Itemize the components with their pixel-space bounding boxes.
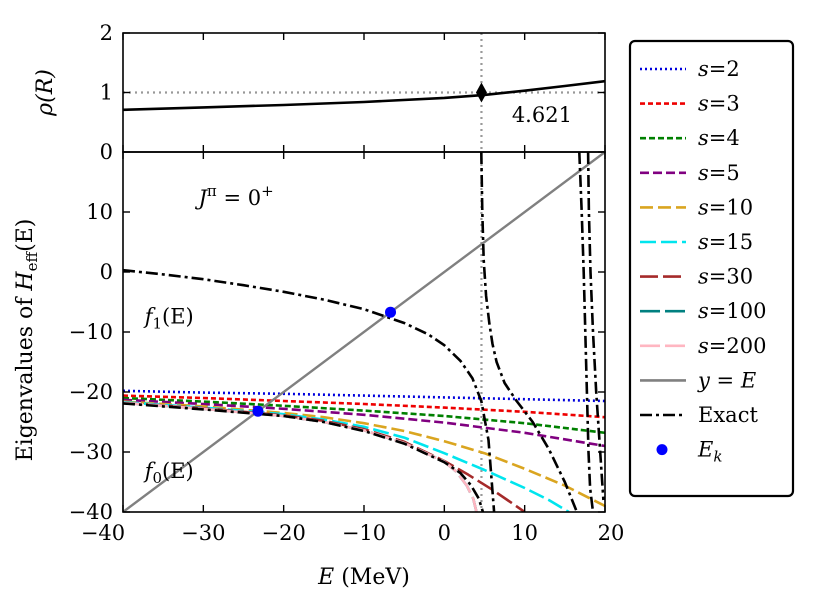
legend-label-y-e: y = E (697, 368, 756, 392)
main-y-tick-label: −40 (69, 500, 113, 524)
main-x-tick-label: 0 (438, 521, 451, 545)
series-line-s-5 (123, 398, 605, 448)
series-line-exact-b4 (578, 152, 595, 512)
legend-marker-e-k (656, 444, 668, 456)
legend-label-s-30: s=30 (698, 265, 753, 289)
legend-label-s-15: s=15 (698, 230, 753, 254)
top-y-tick-label: 0 (100, 140, 113, 164)
main-y-axis-label: Eigenvalues of Heff(E) (13, 219, 41, 462)
series-line-s-2 (123, 389, 605, 403)
legend-label-s-4: s=4 (698, 126, 740, 150)
top-annotation-value: 4.621 (512, 103, 572, 127)
main-x-tick-label: −10 (342, 521, 386, 545)
main-y-tick-label: 0 (100, 260, 113, 284)
top-panel: 0 1 2 4.621 ρ(R) (33, 21, 606, 164)
series-line-exact-b2 (123, 268, 496, 512)
series-line-s-10 (123, 400, 605, 508)
top-y-axis-label: ρ(R) (33, 69, 58, 117)
legend-label-s-2: s=2 (698, 57, 740, 81)
main-x-tick-label: 20 (598, 521, 625, 545)
legend-label-e-k: Ek (697, 438, 722, 466)
series-line-y-e (123, 152, 605, 512)
top-plot-area (123, 33, 605, 152)
main-x-tick-label: −30 (181, 521, 225, 545)
legend-label-s-10: s=10 (698, 195, 753, 219)
main-x-tick-label: −40 (81, 521, 125, 545)
intersection-diamond-marker (475, 82, 487, 103)
main-y-tick-label: −20 (69, 380, 113, 404)
series-line-exact (123, 402, 485, 512)
jpi-annotation: Jπ = 0+ (195, 182, 274, 210)
main-y-tick-label: −10 (69, 320, 113, 344)
legend: s=2 s=3 s=4 s=5 s=10 s=15 s=30 s=100 s=200 y = E E… (628, 39, 795, 498)
top-y-tick-label: 1 (100, 81, 113, 105)
series-line-s-3 (123, 394, 605, 419)
main-x-axis-label: E (MeV) (317, 565, 410, 590)
rho-curve (123, 79, 605, 112)
legend-label-s-5: s=5 (698, 161, 740, 185)
legend-label-s-200: s=200 (698, 334, 766, 358)
series-line-exact-b5 (586, 152, 605, 501)
main-y-tick-label: 10 (86, 200, 113, 224)
top-y-tick-label: 2 (100, 21, 113, 45)
main-y-tick-label: −30 (69, 440, 113, 464)
f1-annotation: f1(E) (143, 304, 194, 332)
f0-annotation: f0(E) (143, 459, 194, 487)
main-plot-area (123, 152, 605, 512)
main-x-tick-label: −20 (262, 521, 306, 545)
series-line-exact-b3 (480, 152, 579, 512)
ek-point (252, 405, 264, 417)
main-x-tick-label: 10 (511, 521, 538, 545)
legend-box (628, 39, 795, 498)
ek-point (385, 306, 397, 318)
legend-label-s-3: s=3 (698, 92, 740, 116)
legend-label-s-100: s=100 (698, 299, 766, 323)
legend-label-exact: Exact (698, 403, 758, 427)
main-panel: −40 −30 −20 −10 0 10 −40 −30 −20 −10 0 10 20 Jπ = 0+ f… (13, 151, 625, 590)
